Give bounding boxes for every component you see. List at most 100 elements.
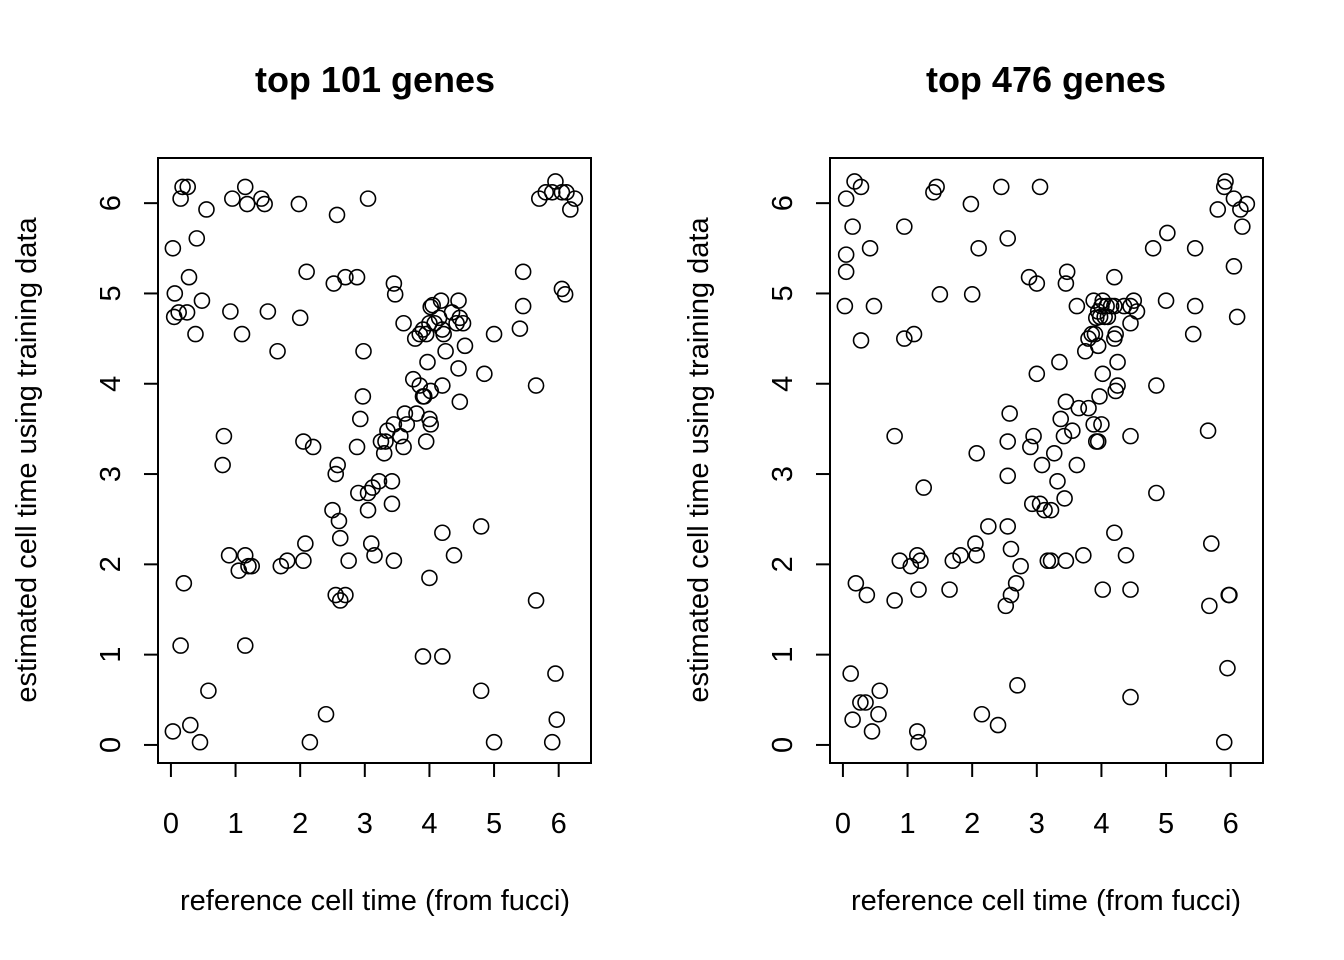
data-point [383,495,401,513]
x-axis-label: reference cell time (from fucci) [180,885,570,917]
data-point [1042,501,1060,519]
data-point [324,501,341,519]
y-axis: 0 1 2 3 4 5 6 [767,195,831,753]
data-point [395,438,412,456]
x-tick-label: 5 [1158,808,1174,840]
data-point [1070,399,1088,417]
data-point [337,586,354,604]
data-point [1093,416,1110,433]
data-point [364,479,381,496]
data-point [1025,427,1042,445]
data-point [445,547,463,564]
data-point [278,552,296,570]
data-point [992,178,1010,196]
data-point [1217,173,1234,190]
x-tick-label: 5 [486,808,502,840]
data-point [952,547,969,564]
data-point [187,325,204,343]
data-point [411,325,429,343]
data-point [1055,427,1073,445]
data-point [514,297,532,315]
data-point [214,456,231,474]
data-point [1064,422,1081,440]
data-point [1089,337,1107,355]
data-point [1080,399,1097,417]
data-point [1036,501,1053,519]
data-point [222,303,239,320]
data-point [1117,547,1135,564]
data-point [908,547,926,564]
data-point [434,377,451,394]
data-point [1186,239,1204,257]
data-point [290,195,308,213]
data-point [243,557,261,575]
data-point [437,342,454,360]
x-tick-label: 0 [835,808,851,840]
data-point [837,190,855,207]
data-point [973,705,991,723]
data-point [359,501,377,519]
x-tick-label: 3 [357,808,373,840]
data-point [1039,552,1057,570]
data-point [1122,688,1139,706]
data-point [852,332,870,349]
data-point [1028,365,1046,383]
data-point [456,337,474,355]
data-point [434,648,451,665]
data-point [272,557,290,575]
data-point [236,547,254,564]
data-point [377,433,394,450]
data-point [1199,422,1217,440]
data-point [224,190,241,207]
data-point [327,586,345,604]
data-point [910,733,927,751]
data-point [411,377,429,394]
data-points [836,173,1256,751]
data-point [844,711,861,728]
data-point [1009,677,1026,694]
data-point [295,552,312,570]
data-point [170,304,187,321]
data-point [366,547,383,564]
data-point [1068,297,1086,315]
data-point [1058,263,1076,281]
data-point [999,518,1017,535]
data-point [392,427,409,445]
x-axis: 0 1 2 3 4 5 6 [163,762,567,840]
data-point [450,360,467,377]
data-point [886,427,903,445]
data-point [857,694,874,711]
data-point [330,512,348,530]
data-point [905,325,923,343]
data-point [179,178,197,196]
data-point [350,484,367,502]
data-point [329,456,346,474]
data-point [325,275,343,292]
data-point [543,733,561,751]
y-tick-label: 4 [767,376,799,392]
data-point [178,304,196,321]
data-point [1184,325,1202,343]
data-point [1086,325,1104,343]
data-point [1201,597,1218,615]
data-point [348,438,366,456]
data-point [351,410,369,428]
data-point [1052,410,1070,428]
data-point [997,597,1015,615]
data-point [236,178,254,196]
data-point [301,733,319,751]
data-point [404,370,422,388]
data-point [1159,224,1176,242]
data-point [908,723,926,740]
data-point [472,682,490,700]
data-point [385,552,403,570]
data-point [963,286,981,303]
x-tick-label: 3 [1029,808,1045,840]
data-point [174,178,191,196]
data-point [175,575,193,592]
data-point [172,637,189,654]
data-point [398,416,416,433]
data-point [454,314,472,332]
data-point [233,325,251,343]
